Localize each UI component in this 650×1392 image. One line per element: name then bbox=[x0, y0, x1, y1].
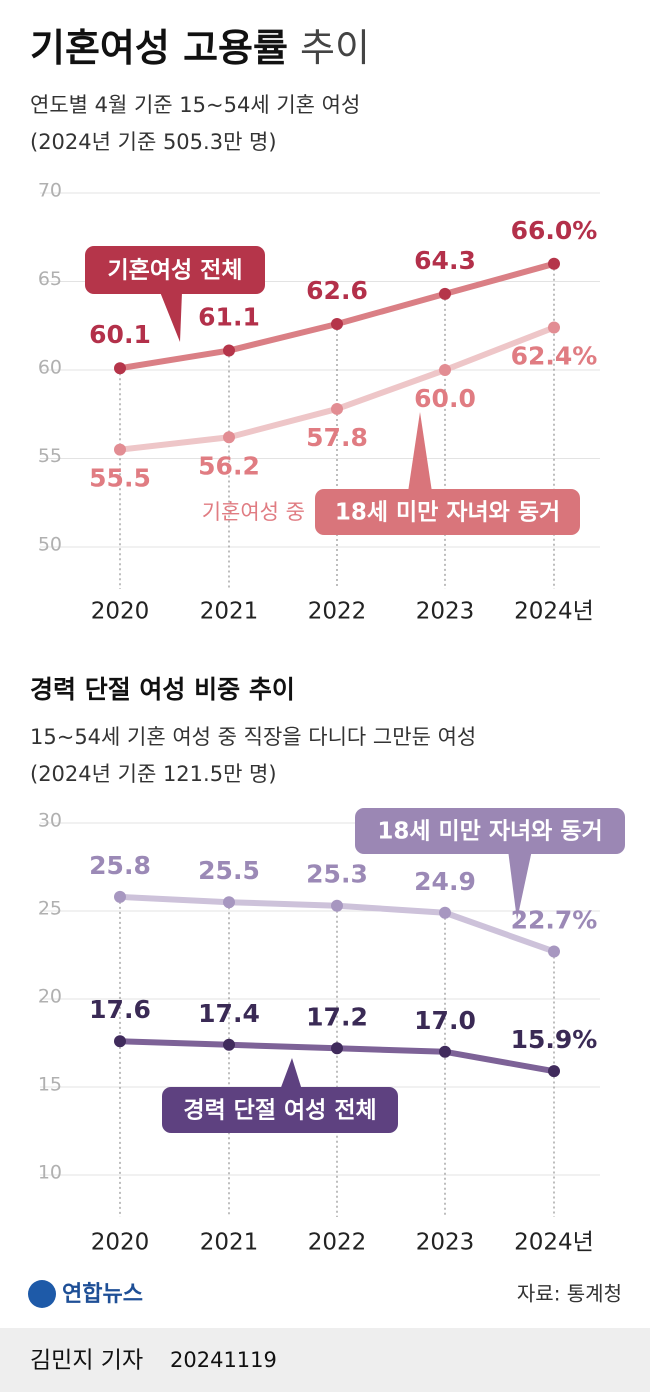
y-tick-label: 20 bbox=[38, 986, 62, 1008]
data-label: 15.9% bbox=[511, 1025, 598, 1054]
data-point bbox=[114, 890, 126, 903]
data-point bbox=[548, 321, 560, 334]
data-label: 57.8 bbox=[306, 423, 368, 452]
x-tick-label: 2022 bbox=[308, 1230, 367, 1256]
subtitle: (2024년 기준 121.5만 명) bbox=[30, 762, 277, 786]
legend-label: 기혼여성 전체 bbox=[108, 258, 243, 284]
data-label: 17.0 bbox=[414, 1006, 476, 1035]
data-label: 66.0% bbox=[511, 216, 598, 245]
data-label: 56.2 bbox=[198, 451, 260, 480]
chart: 50 55 60 65 70 2020 2021 2022 2023 2024년 60.1 61.1 6… bbox=[38, 180, 600, 625]
data-point bbox=[114, 443, 126, 456]
data-label: 17.2 bbox=[306, 1002, 368, 1031]
logo-text: 연합뉴스 bbox=[62, 1281, 143, 1307]
data-point bbox=[114, 1035, 126, 1048]
y-tick-label: 15 bbox=[38, 1074, 62, 1096]
legend-label: 18세 미만 자녀와 동거 bbox=[377, 819, 602, 845]
legend-box bbox=[85, 246, 265, 294]
data-point bbox=[331, 402, 343, 415]
data-point bbox=[223, 344, 235, 357]
source: 자료: 통계청 bbox=[517, 1282, 622, 1306]
data-label: 17.4 bbox=[198, 999, 260, 1028]
legend-box bbox=[162, 1087, 398, 1133]
y-tick-label: 70 bbox=[38, 180, 62, 202]
legend-pointer bbox=[160, 292, 182, 342]
data-point bbox=[223, 896, 235, 909]
x-tick-label: 2021 bbox=[200, 1230, 259, 1256]
x-tick-label: 2022 bbox=[308, 599, 367, 625]
data-point bbox=[548, 257, 560, 270]
data-point bbox=[548, 1065, 560, 1078]
data-label: 64.3 bbox=[414, 246, 476, 275]
logo: 연합뉴스 bbox=[28, 1280, 143, 1308]
data-point bbox=[223, 431, 235, 444]
y-tick-label: 30 bbox=[38, 810, 62, 832]
data-point bbox=[439, 364, 451, 376]
data-label: 61.1 bbox=[198, 303, 260, 332]
x-tick-label: 2023 bbox=[416, 1230, 475, 1256]
date: 20241119 bbox=[170, 1348, 277, 1372]
footer-band bbox=[0, 1328, 650, 1392]
data-label: 55.5 bbox=[89, 464, 151, 493]
y-tick-label: 55 bbox=[38, 445, 62, 467]
data-label: 24.9 bbox=[414, 867, 476, 896]
legend-box bbox=[315, 489, 580, 535]
data-point bbox=[439, 1045, 451, 1058]
y-tick-label: 65 bbox=[38, 268, 62, 290]
y-tick-label: 25 bbox=[38, 898, 62, 920]
data-label: 25.3 bbox=[306, 860, 368, 889]
data-label: 60.1 bbox=[89, 320, 151, 349]
chart-title: 경력 단절 여성 비중 추이 bbox=[30, 675, 295, 704]
legend-pointer bbox=[280, 1058, 302, 1090]
subtitle: (2024년 기준 505.3만 명) bbox=[30, 130, 277, 154]
x-tick-label: 2023 bbox=[416, 599, 475, 625]
y-tick-label: 10 bbox=[38, 1162, 62, 1184]
data-label: 25.8 bbox=[89, 851, 151, 880]
data-point bbox=[439, 287, 451, 300]
x-tick-label: 2024년 bbox=[514, 599, 594, 625]
y-tick-label: 60 bbox=[38, 357, 62, 379]
data-point bbox=[331, 899, 343, 912]
data-point bbox=[548, 945, 560, 958]
data-label: 62.6 bbox=[306, 276, 368, 305]
data-label: 62.4% bbox=[511, 342, 598, 371]
legend-box bbox=[355, 808, 625, 854]
legend-label: 18세 미만 자녀와 동거 bbox=[335, 500, 560, 526]
data-label: 22.7% bbox=[511, 905, 598, 934]
title-suffix: 추이 bbox=[300, 26, 370, 70]
legend-pointer bbox=[508, 850, 532, 920]
data-point bbox=[223, 1038, 235, 1051]
legend-label: 경력 단절 여성 전체 bbox=[183, 1098, 376, 1124]
chart: 10 15 20 25 30 2020 2021 2022 2023 2024년 25.8 25.5 2… bbox=[38, 808, 625, 1256]
data-point bbox=[331, 317, 343, 330]
data-label: 60.0 bbox=[414, 384, 476, 413]
x-tick-label: 2020 bbox=[91, 1230, 150, 1256]
data-label: 17.6 bbox=[89, 995, 151, 1024]
x-tick-label: 2021 bbox=[200, 599, 259, 625]
byline: 김민지 기자 bbox=[30, 1348, 143, 1374]
logo-icon bbox=[28, 1280, 56, 1308]
data-point bbox=[439, 906, 451, 919]
data-point bbox=[114, 362, 126, 375]
legend-pointer bbox=[408, 412, 432, 492]
title: 기혼여성 고용률 추이 bbox=[30, 26, 370, 70]
legend-prefix: 기혼여성 중 bbox=[202, 500, 305, 524]
x-tick-label: 2024년 bbox=[514, 1230, 594, 1256]
subtitle: 15~54세 기혼 여성 중 직장을 다니다 그만둔 여성 bbox=[30, 725, 476, 749]
x-tick-label: 2020 bbox=[91, 599, 150, 625]
y-tick-label: 50 bbox=[38, 534, 62, 556]
title-main: 기혼여성 고용률 bbox=[30, 26, 288, 70]
subtitle: 연도별 4월 기준 15~54세 기혼 여성 bbox=[30, 93, 360, 117]
data-point bbox=[331, 1042, 343, 1055]
data-label: 25.5 bbox=[198, 856, 260, 885]
